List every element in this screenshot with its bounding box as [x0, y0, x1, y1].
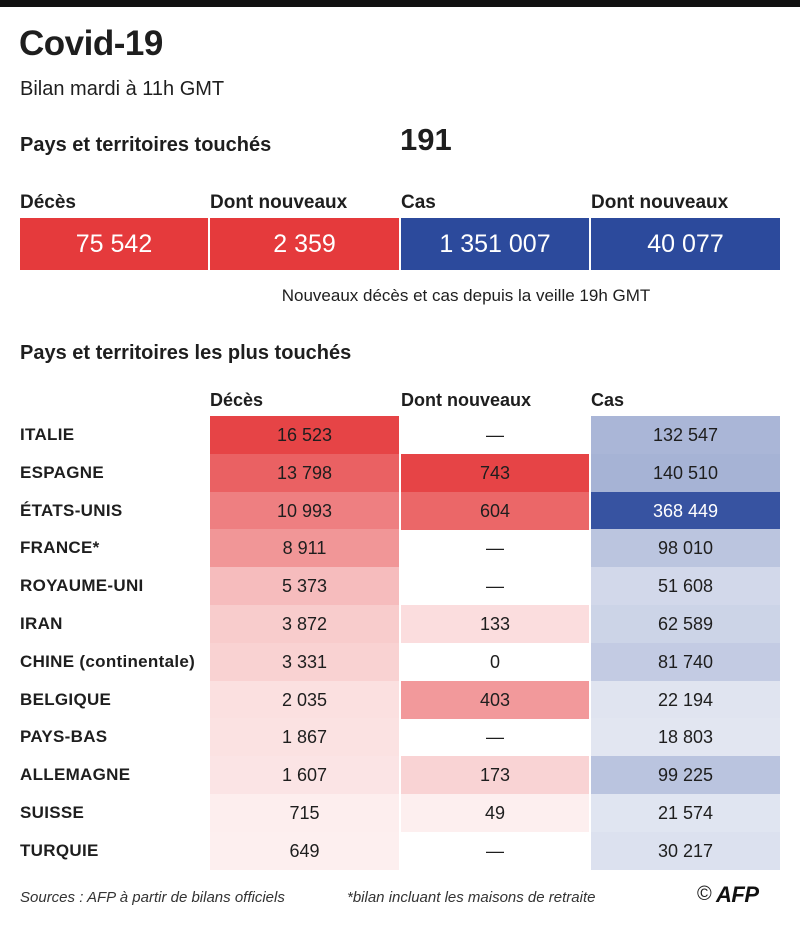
cell-cases: 81 740 — [591, 642, 780, 681]
cell-cases: 21 574 — [591, 794, 780, 832]
stat-label-new-cases: Dont nouveaux — [591, 192, 729, 213]
column-header-deaths: Décès — [210, 390, 264, 410]
row-label-country: ESPAGNE — [20, 462, 104, 482]
top-bar — [0, 0, 800, 7]
cell-cases: 140 510 — [591, 453, 780, 492]
cell-cases: 18 803 — [591, 718, 780, 757]
cell-new-deaths: — — [486, 425, 504, 445]
footer-footnote: *bilan incluant les maisons de retraite — [347, 889, 596, 906]
column-header-cases: Cas — [591, 390, 625, 410]
stat-box-deaths: 75 542 — [20, 218, 208, 270]
stats-note: Nouveaux décès et cas depuis la veille 1… — [281, 286, 651, 305]
stat-label-new-deaths: Dont nouveaux — [210, 192, 348, 213]
cell-deaths: 649 — [210, 831, 399, 870]
cell-new-deaths: 49 — [401, 794, 589, 832]
row-label-country: ÉTATS-UNIS — [20, 500, 123, 520]
cell-deaths: 2 035 — [210, 680, 399, 719]
cell-new-deaths: — — [486, 727, 504, 748]
cell-cases: 30 217 — [591, 831, 780, 870]
page-title: Covid-19 — [19, 24, 163, 63]
row-label-country: PAYS-BAS — [20, 727, 108, 747]
cell-deaths: 16 523 — [210, 416, 399, 454]
cell-deaths: 8 911 — [210, 529, 399, 568]
cell-deaths: 1 867 — [210, 718, 399, 757]
afp-logo: AFP — [716, 882, 759, 907]
row-label-country: FRANCE* — [20, 538, 100, 558]
stat-label-deaths: Décès — [20, 192, 76, 213]
row-label-country: CHINE (continentale) — [20, 651, 196, 671]
cell-deaths: 5 373 — [210, 567, 399, 606]
cell-deaths: 3 872 — [210, 605, 399, 643]
footer-sources: Sources : AFP à partir de bilans officie… — [20, 889, 285, 906]
countries-touched-label: Pays et territoires touchés — [20, 134, 272, 156]
cell-cases: 99 225 — [591, 756, 780, 795]
page-subtitle: Bilan mardi à 11h GMT — [20, 78, 225, 100]
cell-new-deaths: 604 — [401, 491, 589, 530]
cell-cases: 62 589 — [591, 605, 780, 643]
stat-label-cases: Cas — [401, 192, 436, 213]
cell-new-deaths: 0 — [489, 651, 500, 672]
row-label-country: ALLEMAGNE — [20, 765, 131, 785]
cell-deaths: 10 993 — [210, 491, 399, 530]
row-label-country: ITALIE — [20, 425, 75, 444]
row-label-country: ROYAUME-UNI — [20, 576, 144, 596]
cell-cases: 98 010 — [591, 529, 780, 568]
cell-new-deaths: — — [486, 576, 504, 597]
column-header-new-deaths: Dont nouveaux — [401, 390, 532, 410]
cell-cases: 51 608 — [591, 567, 780, 606]
row-label-country: IRAN — [20, 614, 63, 633]
cell-deaths: 13 798 — [210, 453, 399, 492]
cell-deaths: 715 — [210, 794, 399, 832]
cell-new-deaths: 133 — [401, 605, 589, 643]
stat-box-new-deaths: 2 359 — [210, 218, 399, 270]
cell-new-deaths: 743 — [401, 453, 589, 492]
cell-new-deaths: — — [486, 538, 504, 559]
cell-cases: 22 194 — [591, 680, 780, 719]
row-label-country: TURQUIE — [20, 840, 99, 860]
cell-deaths: 1 607 — [210, 756, 399, 795]
section-title: Pays et territoires les plus touchés — [20, 342, 352, 364]
countries-touched-value: 191 — [400, 122, 452, 157]
cell-new-deaths: — — [486, 840, 504, 861]
copyright-symbol: © — [697, 883, 712, 905]
cell-new-deaths: 173 — [401, 756, 589, 795]
cell-new-deaths: 403 — [401, 680, 589, 719]
row-label-country: BELGIQUE — [20, 689, 112, 709]
cell-deaths: 3 331 — [210, 642, 399, 681]
cell-cases: 368 449 — [591, 491, 780, 530]
stat-box-cases: 1 351 007 — [401, 218, 589, 270]
cell-cases: 132 547 — [591, 416, 780, 454]
row-label-country: SUISSE — [20, 803, 85, 822]
stat-box-new-cases: 40 077 — [591, 218, 780, 270]
